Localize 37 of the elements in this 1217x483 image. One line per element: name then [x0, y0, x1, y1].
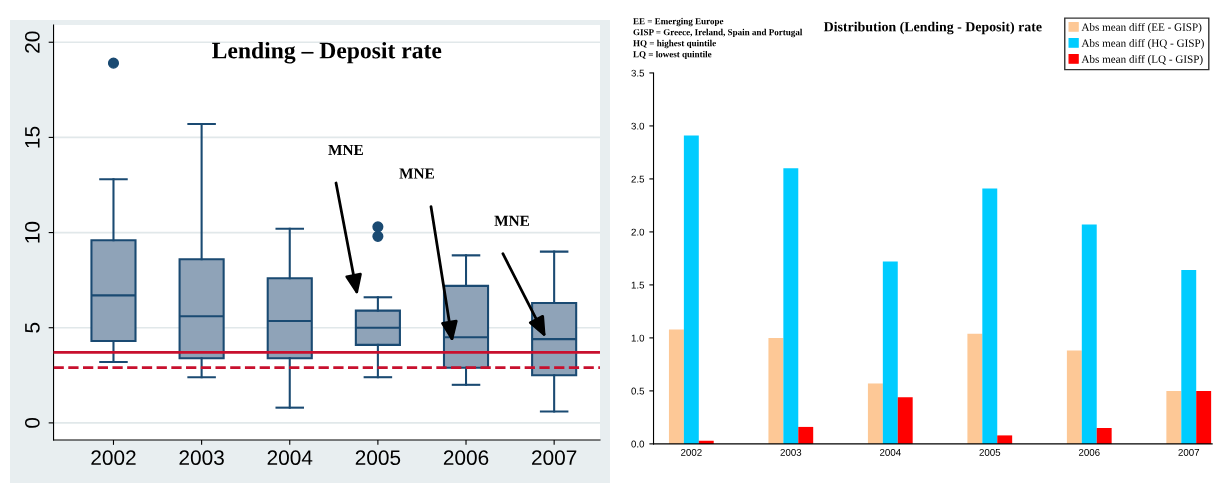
x-tick-label: 2007	[1178, 448, 1200, 456]
x-tick-label: 2004	[267, 450, 313, 466]
y-tick-label: 15	[25, 126, 40, 148]
y-tick-label: 2.5	[631, 175, 645, 183]
y-tick-label: 3.5	[631, 69, 645, 77]
x-tick-label: 2002	[91, 450, 136, 466]
y-tick-label: 20	[24, 31, 40, 53]
annotation: MNE	[328, 144, 363, 155]
x-tick-label: 2006	[1078, 448, 1100, 456]
annotation: MNE	[494, 215, 530, 226]
text: HQ = highest quintile	[633, 39, 716, 49]
y-tick-label: 3.0	[631, 122, 645, 130]
y-tick-label: 2.0	[631, 228, 645, 236]
x-tick-label: 2003	[179, 450, 224, 466]
x-tick-label: 2002	[681, 448, 702, 456]
annotation: MNE	[399, 168, 434, 179]
y-tick-label: 0	[24, 417, 40, 428]
legend-label: Abs mean diff (HQ - GISP)	[1081, 38, 1204, 50]
text: GISP = Greece, Ireland, Spain and Portugal	[633, 28, 803, 38]
x-tick-label: 2003	[780, 448, 802, 456]
y-tick-label: 0.5	[631, 387, 645, 395]
x-tick-label: 2006	[443, 450, 489, 466]
x-tick-label: 2004	[879, 448, 901, 456]
y-tick-label: 0.0	[631, 440, 645, 448]
x-tick-label: 2005	[979, 448, 1001, 456]
x-tick-label: 2005	[355, 450, 401, 466]
legend-label: Abs mean diff (EE - GISP)	[1081, 22, 1202, 34]
y-tick-label: 5	[25, 322, 40, 333]
text: LQ = lowest quintile	[633, 50, 712, 60]
text: Lending – Deposit rate	[212, 41, 442, 64]
y-tick-label: 1.0	[631, 334, 645, 342]
y-tick-label: 10	[24, 221, 40, 243]
chart-title: Distribution (Lending - Deposit) rate	[823, 21, 1042, 35]
text: EE = Emerging Europe	[633, 17, 724, 27]
x-tick-label: 2007	[532, 450, 577, 466]
y-tick-label: 1.5	[631, 281, 645, 289]
legend-label: Abs mean diff (LQ - GISP)	[1081, 54, 1203, 66]
